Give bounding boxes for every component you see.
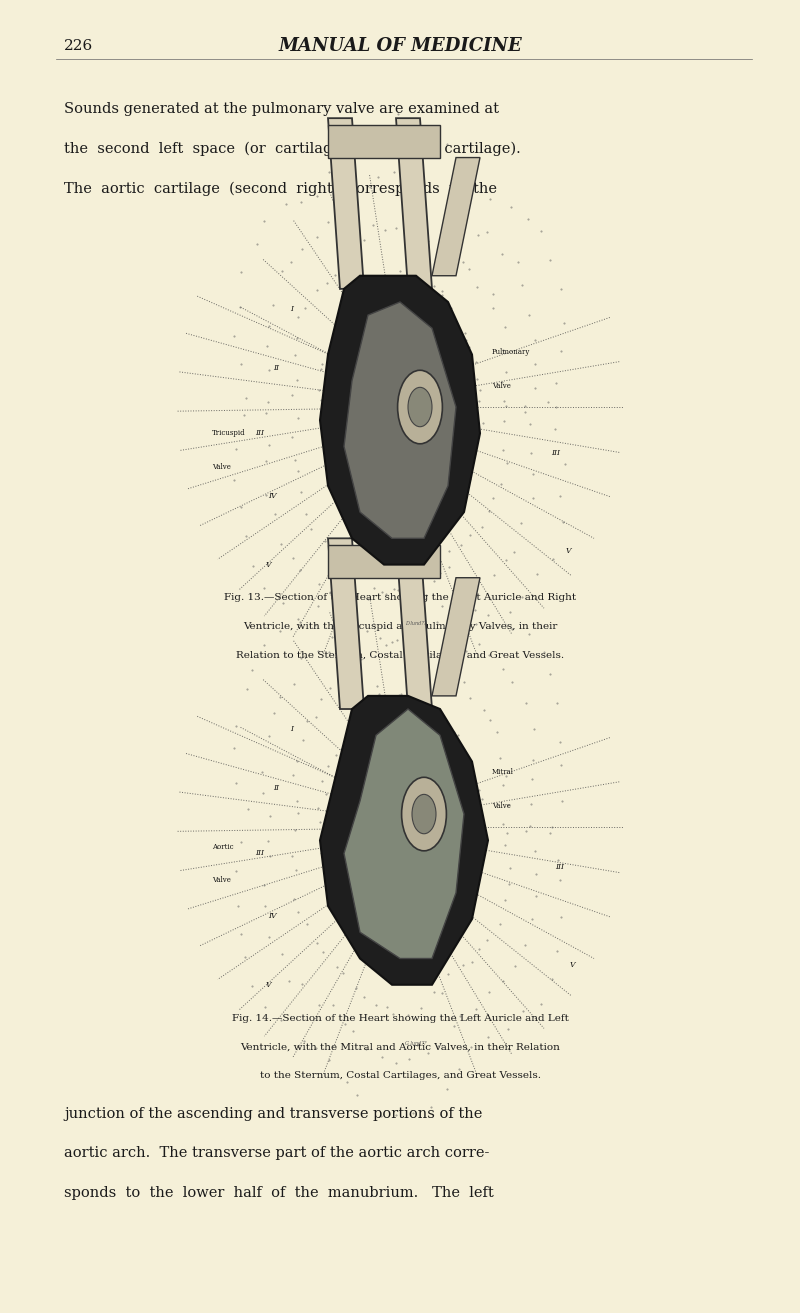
Text: Ventricle, with the Tricuspid and Pulmonary Valves, in their: Ventricle, with the Tricuspid and Pulmon… [243,622,557,632]
Text: IV: IV [268,913,276,920]
Text: IV: IV [268,492,276,500]
Circle shape [408,387,432,427]
Text: III: III [255,850,265,857]
Text: to the Sternum, Costal Cartilages, and Great Vessels.: to the Sternum, Costal Cartilages, and G… [259,1071,541,1081]
Text: junction of the ascending and transverse portions of the: junction of the ascending and transverse… [64,1107,482,1121]
Text: III: III [555,863,565,871]
Text: MANUAL OF MEDICINE: MANUAL OF MEDICINE [278,37,522,55]
Circle shape [412,794,436,834]
Circle shape [402,777,446,851]
Text: III: III [255,429,265,437]
Polygon shape [396,538,432,709]
Text: G lund??: G lund?? [406,1041,426,1046]
Text: II: II [273,364,279,372]
Text: Relation to the Sternum, Costal Cartilages, and Great Vessels.: Relation to the Sternum, Costal Cartilag… [236,651,564,660]
Text: Valve: Valve [212,463,231,471]
Polygon shape [320,696,488,985]
Text: Valve: Valve [492,802,511,810]
Text: Valve: Valve [212,876,231,884]
Polygon shape [320,276,480,565]
Text: Fig. 13.—Section of the Heart showing the Right Auricle and Right: Fig. 13.—Section of the Heart showing th… [224,593,576,603]
Polygon shape [328,545,440,578]
Text: the  second  left  space  (or  cartilage—pulmonary  cartilage).: the second left space (or cartilage—pulm… [64,142,521,156]
Text: Aortic: Aortic [212,843,234,851]
Polygon shape [432,158,480,276]
Polygon shape [344,709,464,958]
Polygon shape [328,125,440,158]
Text: V: V [266,561,270,569]
Text: I: I [290,725,294,733]
Text: aortic arch.  The transverse part of the aortic arch corre-: aortic arch. The transverse part of the … [64,1146,490,1161]
Text: D lund??: D lund?? [406,621,426,626]
Text: V: V [570,961,574,969]
Text: V: V [266,981,270,989]
Polygon shape [328,118,364,289]
Text: Valve: Valve [492,382,511,390]
Text: 226: 226 [64,39,94,53]
Text: Tricuspid: Tricuspid [212,429,246,437]
Polygon shape [328,538,364,709]
Text: The  aortic  cartilage  (second  right)  corresponds  to  the: The aortic cartilage (second right) corr… [64,181,497,196]
Text: sponds  to  the  lower  half  of  the  manubrium.   The  left: sponds to the lower half of the manubriu… [64,1186,494,1200]
Text: Fig. 14.—Section of the Heart showing the Left Auricle and Left: Fig. 14.—Section of the Heart showing th… [231,1014,569,1023]
Text: II: II [273,784,279,792]
Text: Sounds generated at the pulmonary valve are examined at: Sounds generated at the pulmonary valve … [64,102,499,117]
Text: Pulmonary: Pulmonary [492,348,530,356]
Circle shape [398,370,442,444]
Text: I: I [290,305,294,312]
Polygon shape [344,302,456,538]
Text: V: V [566,548,570,555]
Text: Ventricle, with the Mitral and Aortic Valves, in their Relation: Ventricle, with the Mitral and Aortic Va… [240,1043,560,1052]
Text: Mitral: Mitral [492,768,514,776]
Polygon shape [396,118,432,289]
Polygon shape [432,578,480,696]
Text: III: III [551,449,561,457]
